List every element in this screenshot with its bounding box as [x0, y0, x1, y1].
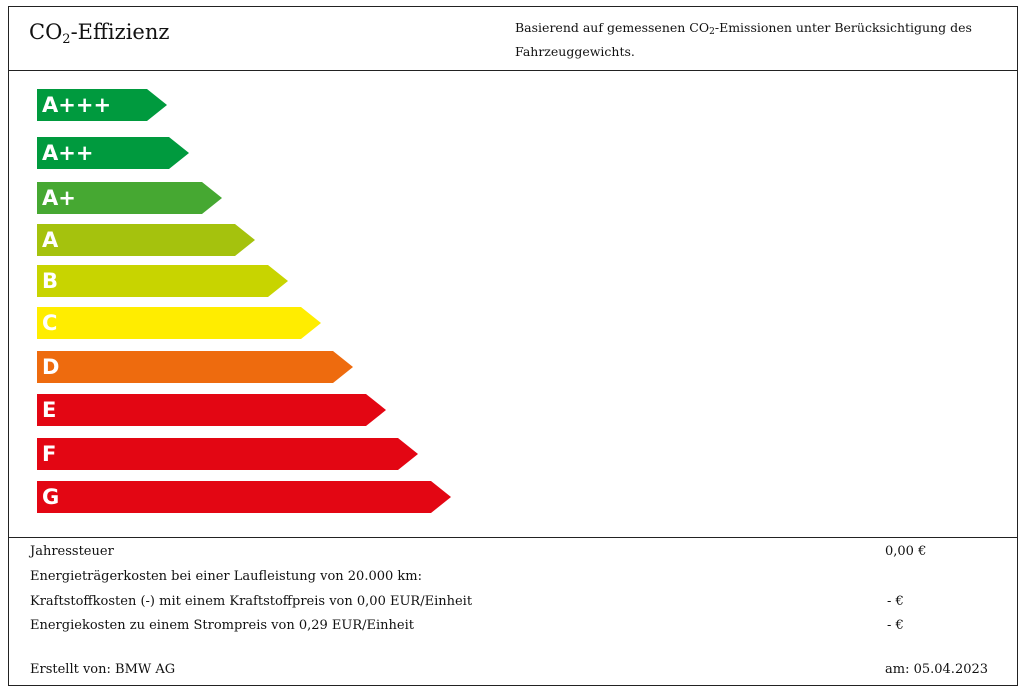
label-header: CO2-Effizienz Basierend auf gemessenen C…	[9, 7, 1017, 71]
class-arrow-g: G	[37, 481, 451, 513]
class-label: A++	[42, 141, 94, 165]
arrow-polygon	[37, 265, 288, 297]
class-label: B	[42, 269, 59, 293]
arrow-polygon	[37, 182, 222, 214]
electricity-costs-label: Energiekosten zu einem Strompreis von 0,…	[30, 618, 414, 633]
class-arrow-aplus: A+	[37, 182, 222, 214]
class-arrow-shape	[37, 137, 189, 169]
desc-subscript: 2	[709, 27, 715, 37]
class-arrow-shape	[37, 182, 222, 214]
class-arrow-shape	[37, 481, 451, 513]
arrow-polygon	[37, 481, 451, 513]
class-arrow-shape	[37, 89, 167, 121]
arrow-polygon	[37, 307, 321, 339]
class-arrow-e: E	[37, 394, 386, 426]
label-description: Basierend auf gemessenen CO2-Emissionen …	[515, 18, 1005, 62]
title-subscript: 2	[62, 32, 71, 47]
class-label: G	[42, 485, 60, 509]
title-suffix: -Effizienz	[70, 20, 170, 44]
fuel-costs-value: - €	[887, 594, 904, 609]
arrow-polygon	[37, 224, 255, 256]
class-arrow-shape	[37, 265, 288, 297]
arrow-polygon	[37, 394, 386, 426]
class-arrow-shape	[37, 224, 255, 256]
class-label: D	[42, 355, 60, 379]
electricity-costs-value: - €	[887, 618, 904, 633]
co2-label-frame: CO2-Effizienz Basierend auf gemessenen C…	[8, 6, 1018, 686]
class-arrow-f: F	[37, 438, 418, 470]
created-by: Erstellt von: BMW AG	[30, 662, 176, 677]
class-arrow-a2plus: A++	[37, 137, 189, 169]
label-title: CO2-Effizienz	[29, 20, 169, 47]
class-arrow-a3plus: A+++	[37, 89, 167, 121]
class-label: C	[42, 311, 58, 335]
class-arrow-d: D	[37, 351, 353, 383]
arrow-polygon	[37, 89, 167, 121]
tax-label: Jahressteuer	[30, 544, 114, 559]
desc-suffix: -Emissionen unter Berücksichtigung des F…	[515, 20, 972, 59]
class-label: F	[42, 442, 57, 466]
desc-prefix: Basierend auf gemessenen CO	[515, 20, 710, 35]
class-arrow-c: C	[37, 307, 321, 339]
class-arrow-b: B	[37, 265, 288, 297]
arrow-polygon	[37, 438, 418, 470]
class-label: A	[42, 228, 59, 252]
tax-value: 0,00 €	[885, 544, 927, 559]
fuel-costs-label: Kraftstoffkosten (-) mit einem Kraftstof…	[30, 594, 473, 609]
class-arrow-a: A	[37, 224, 255, 256]
class-label: A+	[42, 186, 76, 210]
arrow-polygon	[37, 137, 189, 169]
energy-costs-label: Energieträgerkosten bei einer Laufleistu…	[30, 569, 422, 584]
class-label: E	[42, 398, 57, 422]
class-arrow-shape	[37, 438, 418, 470]
class-arrow-shape	[37, 307, 321, 339]
efficiency-scale: A+++ A++ A+ A B C D E	[9, 70, 1017, 538]
arrow-polygon	[37, 351, 353, 383]
class-label: A+++	[42, 93, 112, 117]
title-prefix: CO	[29, 20, 63, 44]
created-date: am: 05.04.2023	[885, 662, 989, 677]
class-arrow-shape	[37, 351, 353, 383]
class-arrow-shape	[37, 394, 386, 426]
